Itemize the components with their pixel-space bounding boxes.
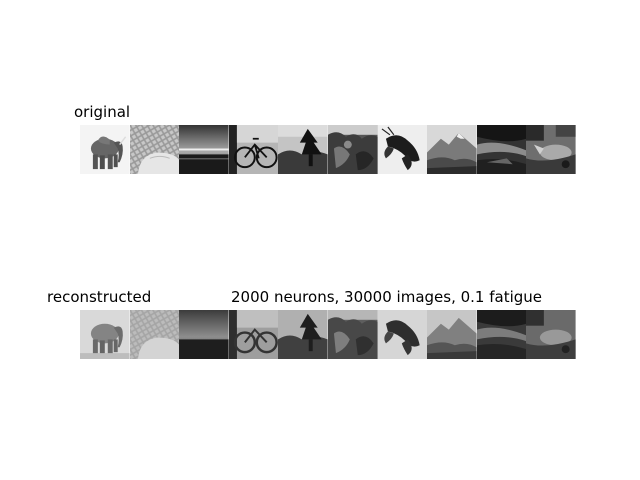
original-image-strip [80,125,576,174]
original-title: original [74,103,131,121]
reconstructed-tile-bicycle [228,310,279,359]
reconstructed-tile-lobster [377,310,428,359]
reconstructed-tile-rock-foliage [327,310,378,359]
original-tile-tree [278,125,328,174]
reconstructed-tile-tree [278,310,328,359]
original-tile-sea-horizon [179,125,229,174]
reconstructed-subtitle: 2000 neurons, 30000 images, 0.1 fatigue [231,288,543,306]
original-tile-elephant [80,125,130,174]
reconstructed-tile-sea-horizon [179,310,229,359]
reconstructed-tile-dark-terrain [476,310,527,359]
original-tile-keyboard-hand [129,125,180,174]
original-tile-rock-foliage [327,125,378,174]
original-tile-dark-terrain [476,125,527,174]
reconstructed-title: reconstructed [47,288,152,306]
reconstructed-tile-keyboard-hand [129,310,180,359]
reconstructed-tile-elephant [80,310,130,359]
reconstructed-image-strip [80,310,576,359]
reconstructed-tile-cluttered-scene [526,310,576,359]
original-tile-mountain [427,125,477,174]
reconstructed-tile-mountain [427,310,477,359]
original-tile-lobster [377,125,428,174]
original-tile-cluttered-scene [526,125,576,174]
original-tile-bicycle [228,125,279,174]
